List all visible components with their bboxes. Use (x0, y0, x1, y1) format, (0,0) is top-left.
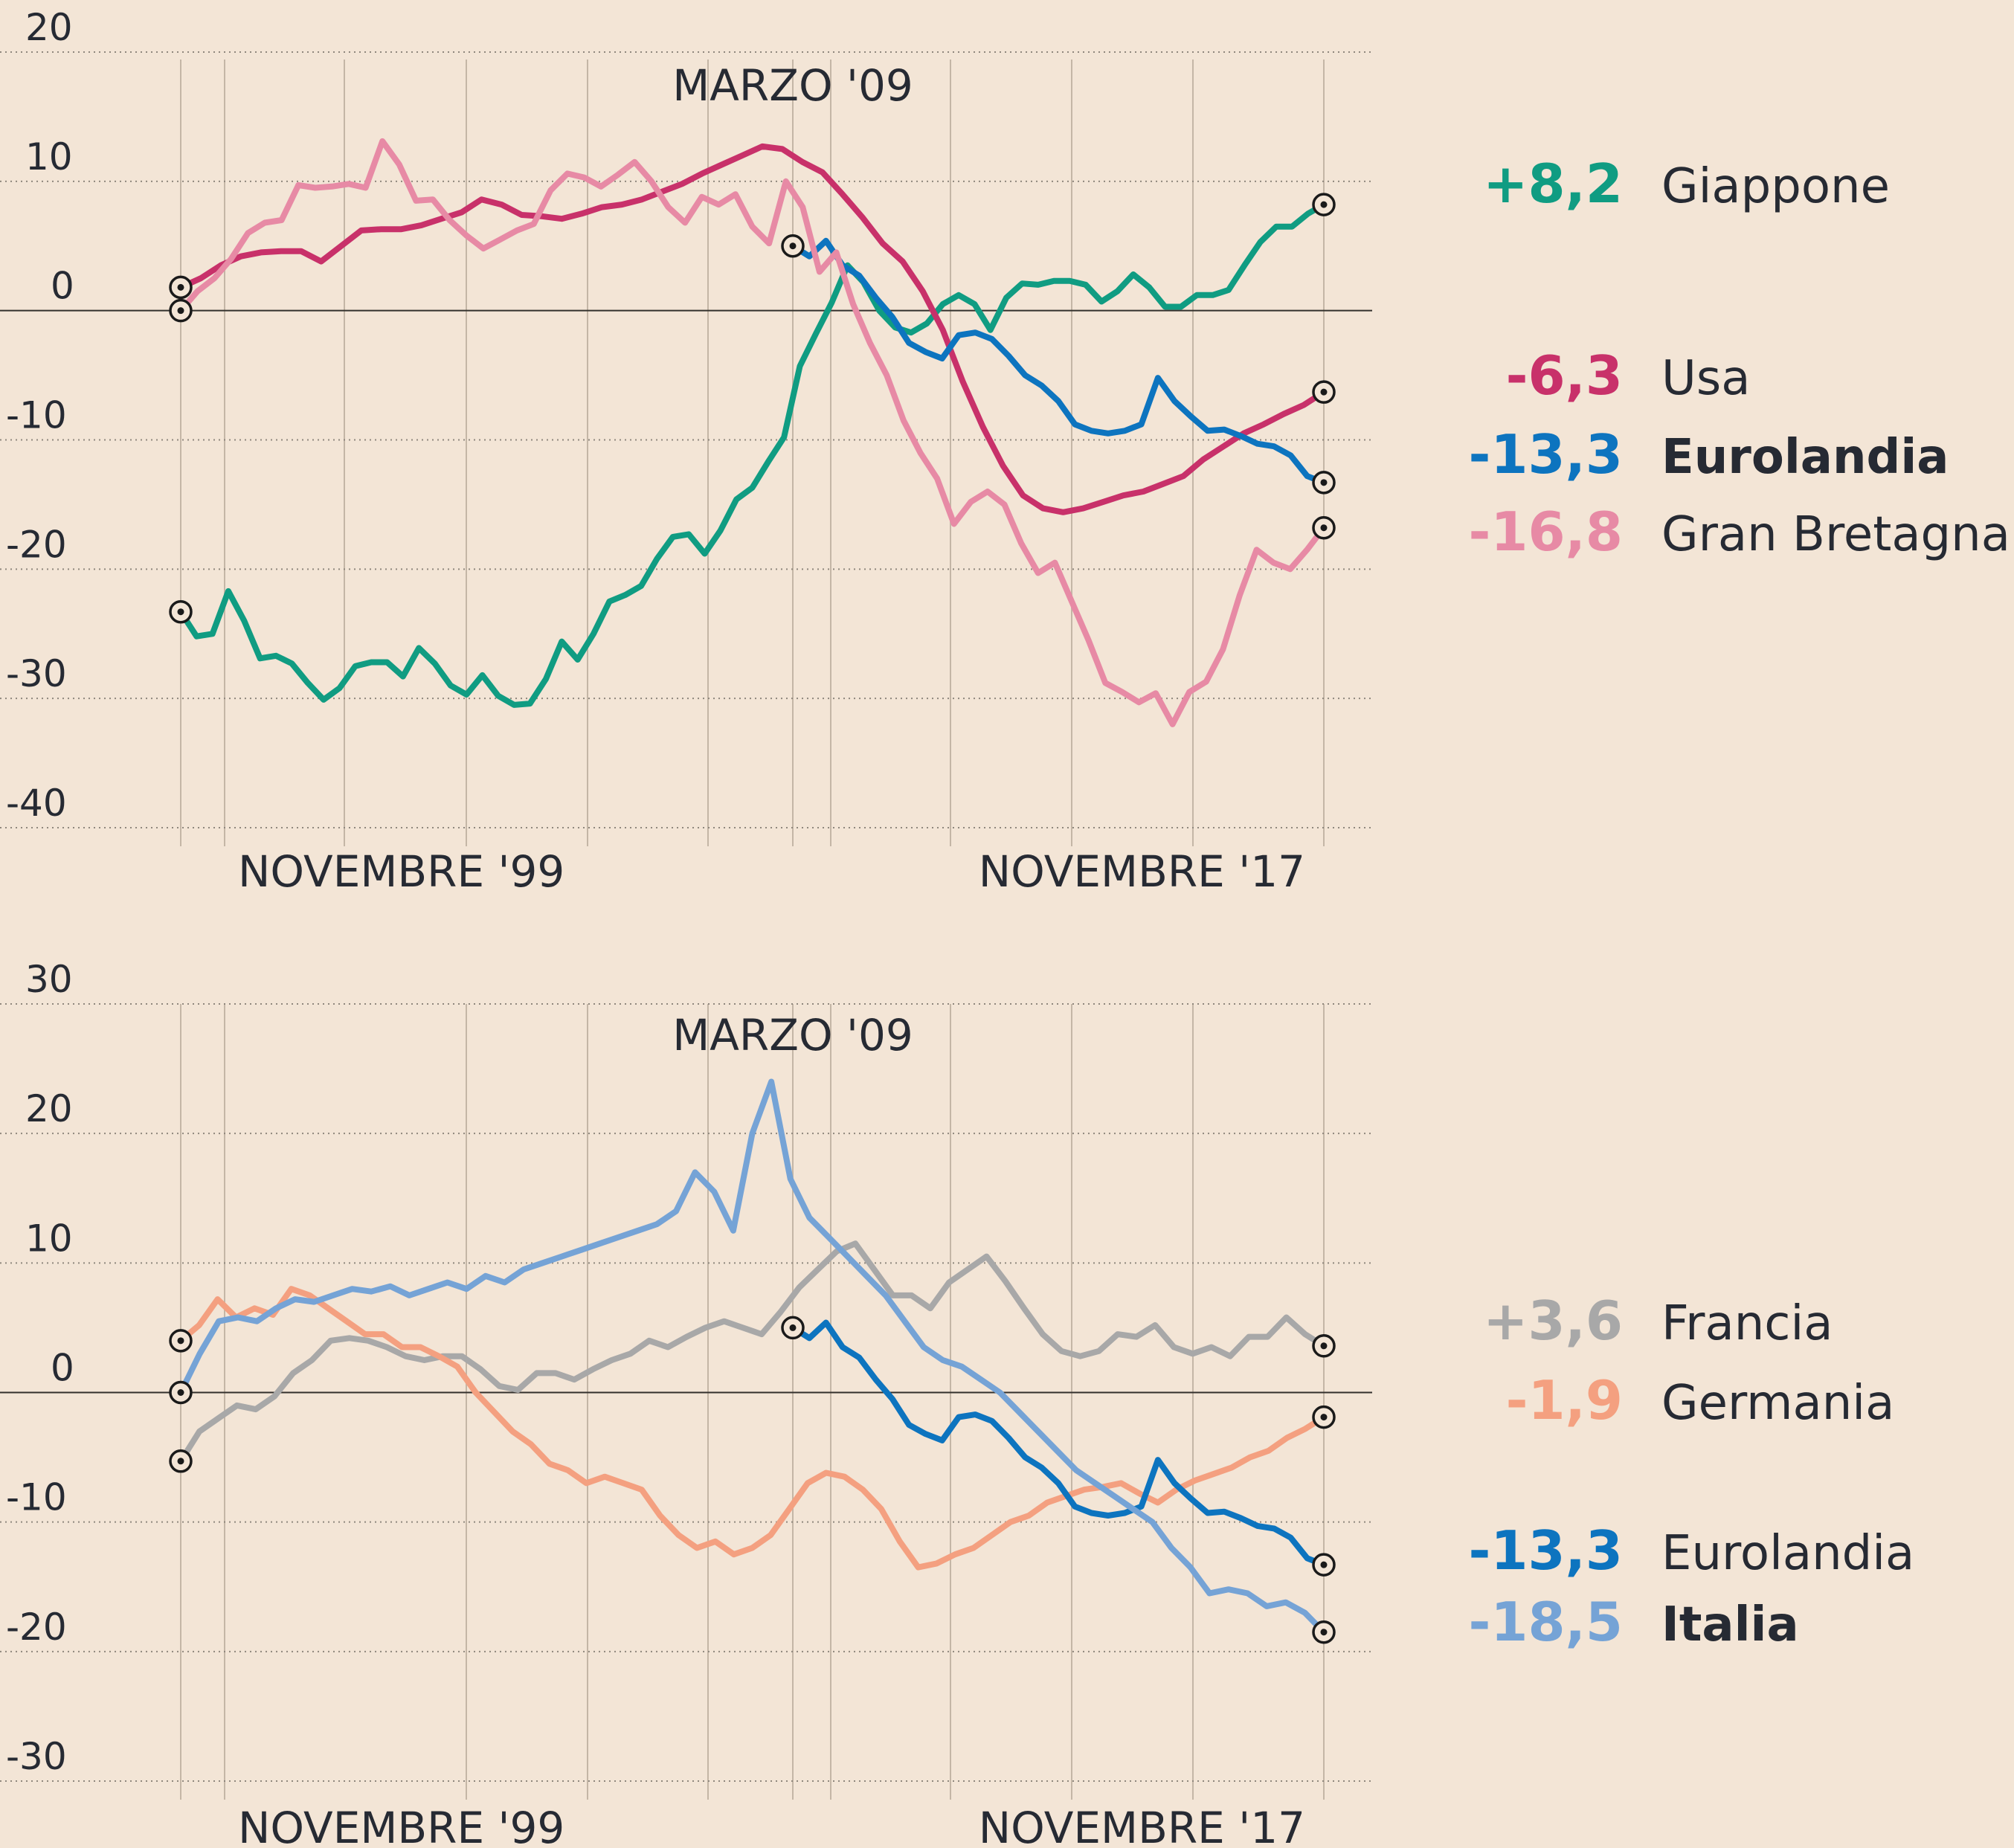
series-start-marker-dot (789, 1324, 797, 1331)
series-end-marker-dot (1320, 1561, 1328, 1568)
series-line-eurolandia (790, 1319, 1327, 1568)
y-tick-label: 10 (25, 135, 73, 178)
x-axis-label: NOVEMBRE '17 (979, 1803, 1305, 1844)
marzo-09-annotation: MARZO '09 (672, 60, 913, 111)
legend-name: Eurolandia (1661, 1526, 1914, 1581)
y-tick-label: -30 (6, 1735, 67, 1778)
y-tick-label: 30 (25, 958, 73, 1001)
legend-value: -18,5 (1468, 1591, 1623, 1653)
series-start-marker-dot (177, 283, 184, 291)
legend-name: Gran Bretagna (1661, 507, 2010, 562)
legend-name: Giappone (1661, 159, 1890, 214)
legend-name: Francia (1661, 1296, 1833, 1351)
y-tick-label: -10 (6, 1476, 67, 1519)
legend-name: Germania (1661, 1376, 1894, 1431)
series-end-marker-dot (1320, 524, 1328, 532)
series-end-marker-dot (1320, 1414, 1328, 1421)
series-line-germania (178, 1286, 1327, 1571)
series-line-italia (178, 1078, 1327, 1635)
series-line-usa (178, 143, 1327, 515)
marzo-09-annotation: MARZO '09 (672, 1010, 913, 1060)
legend-value: -6,3 (1506, 344, 1623, 407)
legend-value: -1,9 (1506, 1369, 1623, 1432)
y-tick-label: -30 (6, 652, 67, 695)
y-tick-label: 0 (51, 1347, 74, 1390)
series-start-marker-dot (177, 1389, 184, 1396)
legend-name: Eurolandia (1661, 430, 1949, 485)
y-tick-label: 20 (25, 6, 73, 49)
y-tick-label: -40 (6, 782, 67, 825)
y-tick-label: -10 (6, 394, 67, 437)
legend-value: -16,8 (1468, 500, 1623, 563)
series-line-francia (178, 1240, 1327, 1464)
legend-value: +8,2 (1483, 152, 1623, 215)
x-axis-label: NOVEMBRE '17 (979, 846, 1305, 897)
legend-name: Usa (1661, 351, 1750, 406)
legend-value: -13,3 (1468, 1519, 1623, 1582)
x-axis-label: NOVEMBRE '99 (238, 1803, 564, 1844)
series-line-giappone (178, 202, 1327, 708)
y-tick-label: 10 (25, 1217, 73, 1260)
series-end-marker-dot (1320, 388, 1328, 396)
legend-value: -13,3 (1468, 423, 1623, 486)
series-end-marker-dot (1320, 201, 1328, 208)
series-end-marker-dot (1320, 1629, 1328, 1636)
series-start-marker-dot (177, 608, 184, 616)
legend-value: +3,6 (1483, 1290, 1623, 1352)
series-line-eurolandia (790, 237, 1327, 486)
y-tick-label: 0 (51, 265, 74, 308)
y-tick-label: 20 (25, 1087, 73, 1130)
series-end-marker-dot (1320, 479, 1328, 486)
series-start-marker-dot (177, 1337, 184, 1345)
series-end-marker-dot (1320, 1342, 1328, 1350)
legend-name: Italia (1661, 1597, 1799, 1652)
y-tick-label: -20 (6, 523, 67, 566)
series-start-marker-dot (789, 242, 797, 250)
x-axis-label: NOVEMBRE '99 (238, 846, 564, 897)
y-tick-label: -20 (6, 1606, 67, 1649)
series-line-gran-bretagna (178, 138, 1327, 727)
series-start-marker-dot (177, 307, 184, 315)
series-start-marker-dot (177, 1458, 184, 1465)
